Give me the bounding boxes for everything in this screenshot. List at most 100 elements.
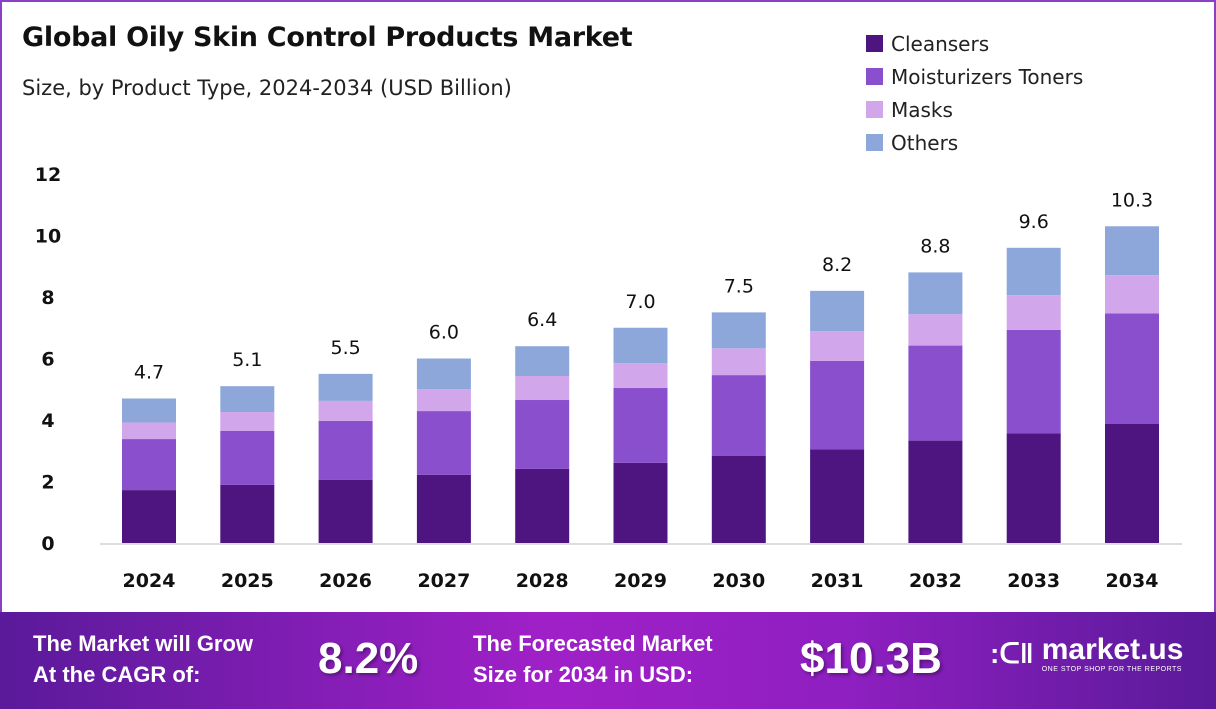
bar-total-label: 10.3: [1111, 189, 1153, 211]
bar-total-label: 7.0: [625, 291, 655, 313]
legend-swatch: [866, 101, 883, 118]
bar-segment-moisturizers-toners: [908, 345, 963, 441]
bar-segment-cleansers: [711, 455, 766, 543]
bar-segment-cleansers: [122, 490, 176, 543]
bar-segment-cleansers: [1006, 433, 1061, 543]
bar-segment-masks: [1105, 275, 1159, 314]
x-tick-label: 2030: [712, 570, 765, 592]
y-tick-label: 4: [41, 410, 54, 432]
forecast-label-line1: The Forecasted Market: [473, 631, 713, 656]
bar-segment-masks: [122, 422, 176, 440]
bar-segment-masks: [1006, 295, 1061, 330]
cagr-label-line2: At the CAGR of:: [33, 662, 201, 687]
x-tick-label: 2032: [909, 570, 962, 592]
bar-segment-moisturizers-toners: [122, 439, 176, 491]
x-tick-label: 2027: [417, 570, 470, 592]
bar-total-label: 4.7: [134, 361, 164, 383]
legend-swatch: [866, 134, 883, 151]
bar-segment-masks: [613, 363, 668, 389]
bar-segment-cleansers: [908, 440, 963, 543]
bar-segment-others: [908, 272, 963, 315]
bar-segment-others: [122, 398, 176, 423]
bar-segment-others: [1105, 226, 1159, 276]
y-tick-label: 8: [41, 287, 54, 309]
legend-swatch: [866, 68, 883, 85]
bar-total-label: 8.8: [920, 235, 950, 257]
cagr-label: The Market will Grow At the CAGR of:: [33, 628, 253, 690]
bar-segment-others: [416, 358, 471, 390]
x-tick-label: 2025: [221, 570, 274, 592]
bar-segment-cleansers: [515, 468, 570, 543]
bar-segment-masks: [318, 400, 373, 421]
y-tick-label: 10: [35, 226, 61, 248]
forecast-value: $10.3B: [800, 634, 942, 683]
bar-segment-cleansers: [416, 474, 471, 543]
bar-segment-moisturizers-toners: [1105, 313, 1159, 424]
legend-label: Others: [891, 130, 959, 155]
x-tick-label: 2031: [811, 570, 864, 592]
legend: Cleansers Moisturizers Toners Masks Othe…: [866, 27, 1083, 159]
bar-segment-masks: [515, 376, 570, 401]
bar-segment-moisturizers-toners: [810, 360, 865, 450]
bar-total-label: 5.1: [232, 349, 262, 371]
bar-segment-others: [515, 346, 570, 377]
bar-total-label: 6.4: [527, 309, 557, 331]
y-tick-label: 6: [41, 349, 54, 371]
bar-segment-masks: [416, 389, 471, 412]
bar-segment-masks: [220, 412, 275, 431]
bar-total-label: 7.5: [724, 275, 754, 297]
x-tick-label: 2034: [1106, 570, 1159, 592]
bar-segment-moisturizers-toners: [613, 388, 668, 463]
bar-total-label: 8.2: [822, 254, 852, 276]
bar-segment-others: [810, 290, 865, 332]
legend-item-masks: Masks: [866, 93, 1083, 126]
bar-segment-cleansers: [318, 479, 373, 543]
legend-item-moisturizers-toners: Moisturizers Toners: [866, 60, 1083, 93]
bar-segment-others: [711, 312, 766, 349]
legend-item-cleansers: Cleansers: [866, 27, 1083, 60]
x-tick-label: 2026: [319, 570, 372, 592]
legend-label: Masks: [891, 97, 953, 122]
bar-segment-others: [220, 386, 275, 413]
bar-segment-others: [318, 373, 373, 401]
cagr-value: 8.2%: [318, 634, 419, 683]
brand-logo: :ᑕ‖ market.us ONE STOP SHOP FOR THE REPO…: [990, 633, 1184, 674]
legend-item-others: Others: [866, 126, 1083, 159]
brand-tagline: ONE STOP SHOP FOR THE REPORTS: [1041, 666, 1182, 673]
bar-segment-cleansers: [1105, 423, 1159, 543]
forecast-label: The Forecasted Market Size for 2034 in U…: [473, 628, 713, 690]
bar-segment-moisturizers-toners: [318, 420, 373, 480]
brand-name: market.us: [1041, 633, 1184, 666]
bar-segment-moisturizers-toners: [1006, 329, 1061, 434]
bar-segment-cleansers: [613, 462, 668, 543]
stacked-bar-chart: 0 2 4 6 8 10 12 4.7 2024 5.1 2025 5.5 2026 6.0 2027 6.4…: [35, 164, 1182, 592]
y-tick-label: 0: [41, 533, 54, 555]
bar-segment-masks: [711, 348, 766, 376]
bar-total-label: 5.5: [330, 337, 360, 359]
bar-segment-moisturizers-toners: [515, 400, 570, 469]
bar-segment-moisturizers-toners: [220, 430, 275, 485]
y-tick-label: 12: [35, 164, 61, 186]
x-tick-label: 2029: [614, 570, 667, 592]
y-tick-label: 2: [41, 472, 54, 494]
forecast-label-line2: Size for 2034 in USD:: [473, 662, 694, 687]
legend-label: Cleansers: [891, 31, 990, 56]
bar-total-label: 9.6: [1019, 211, 1049, 233]
bar-segment-moisturizers-toners: [711, 375, 766, 456]
brand-logo-icon: :ᑕ‖: [990, 638, 1034, 669]
legend-label: Moisturizers Toners: [891, 64, 1084, 89]
x-tick-label: 2033: [1007, 570, 1060, 592]
bar-segment-others: [1006, 247, 1061, 296]
chart-title: Global Oily Skin Control Products Market: [22, 22, 633, 53]
cagr-label-line1: The Market will Grow: [33, 631, 254, 656]
bar-segment-cleansers: [220, 484, 275, 543]
bar-segment-cleansers: [810, 449, 865, 543]
x-tick-label: 2024: [123, 570, 176, 592]
bar-segment-others: [613, 327, 668, 364]
chart-subtitle: Size, by Product Type, 2024-2034 (USD Bi…: [22, 76, 512, 100]
bar-segment-masks: [908, 314, 963, 346]
bar-segment-moisturizers-toners: [416, 411, 471, 475]
bar-segment-masks: [810, 331, 865, 361]
footer-banner: The Market will Grow At the CAGR of: 8.2…: [0, 612, 1216, 709]
bar-total-label: 6.0: [429, 322, 459, 344]
